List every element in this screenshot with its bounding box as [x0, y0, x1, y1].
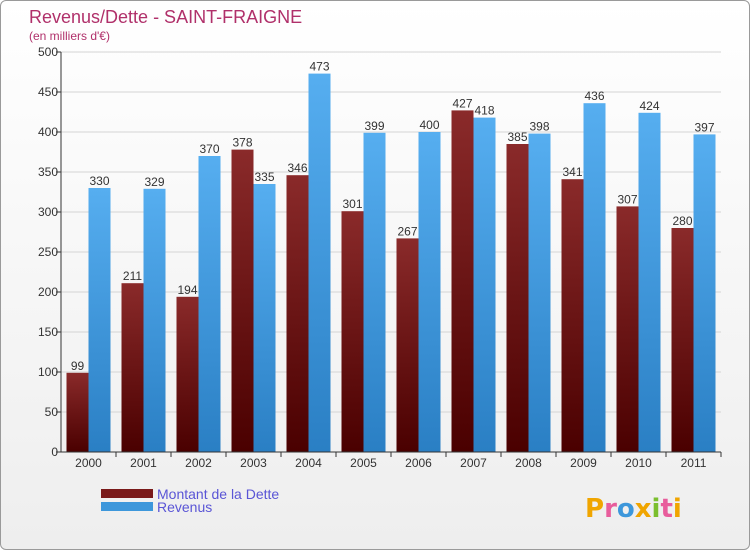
x-tick-label: 2005 — [350, 456, 377, 470]
x-tick-label: 2003 — [240, 456, 267, 470]
bar-revenus — [253, 184, 276, 452]
proxiti-logo: Proxiti — [585, 494, 682, 524]
bar-revenus — [638, 112, 661, 453]
y-tick-label: 300 — [38, 205, 58, 219]
bar-revenus — [363, 132, 386, 453]
x-tick-label: 2009 — [570, 456, 597, 470]
bar-revenus — [583, 103, 606, 452]
bars — [66, 73, 716, 453]
logo-letter: P — [585, 494, 604, 524]
y-tick-label: 400 — [38, 125, 58, 139]
data-label: 370 — [199, 142, 219, 156]
data-label: 418 — [474, 104, 494, 118]
data-label: 346 — [287, 161, 307, 175]
data-label: 397 — [694, 120, 714, 134]
x-tick-label: 2007 — [460, 456, 487, 470]
bar-dette — [231, 149, 254, 452]
data-label: 280 — [672, 214, 692, 228]
legend-swatch — [101, 489, 153, 498]
y-tick-label: 150 — [38, 325, 58, 339]
data-label: 398 — [529, 120, 549, 134]
bar-dette — [176, 296, 199, 452]
y-axis: 0 50 100 150 200 250 300 350 400 450 500 — [38, 45, 62, 459]
x-tick-label: 2000 — [75, 456, 102, 470]
data-label: 267 — [397, 224, 417, 238]
data-label: 427 — [452, 96, 472, 110]
logo-letter: x — [635, 494, 652, 524]
bar-dette — [451, 110, 474, 453]
bar-revenus — [198, 156, 221, 452]
y-tick-label: 500 — [38, 45, 58, 59]
bar-revenus — [473, 117, 496, 452]
y-tick-label: 0 — [51, 445, 58, 459]
data-label: 335 — [254, 170, 274, 184]
bar-revenus — [143, 188, 166, 453]
y-tick-label: 50 — [45, 405, 59, 419]
y-tick-label: 250 — [38, 245, 58, 259]
x-tick-label: 2006 — [405, 456, 432, 470]
data-label: 330 — [89, 174, 109, 188]
bar-revenus — [88, 188, 111, 452]
y-tick-label: 200 — [38, 285, 58, 299]
data-label: 99 — [71, 359, 85, 373]
y-tick-label: 350 — [38, 165, 58, 179]
data-label: 378 — [232, 136, 252, 150]
y-tick-label: 450 — [38, 85, 58, 99]
legend-label: Revenus — [157, 499, 212, 515]
logo-letter: i — [652, 494, 661, 524]
data-label: 329 — [144, 175, 164, 189]
bar-dette — [506, 144, 529, 452]
data-label: 385 — [507, 130, 527, 144]
legend-swatch — [101, 502, 153, 511]
data-label: 341 — [562, 165, 582, 179]
data-label: 473 — [309, 60, 329, 74]
bar-dette — [66, 372, 89, 452]
chart-title: Revenus/Dette - SAINT-FRAIGNE — [29, 7, 302, 27]
logo-letter: r — [604, 494, 617, 524]
bar-revenus — [418, 132, 441, 452]
logo-letter: i — [673, 494, 682, 524]
x-tick-label: 2004 — [295, 456, 322, 470]
y-tick-label: 100 — [38, 365, 58, 379]
x-tick-label: 2008 — [515, 456, 542, 470]
bar-dette — [616, 206, 639, 452]
data-label: 399 — [364, 119, 384, 133]
data-label: 436 — [584, 89, 604, 103]
gridlines — [61, 51, 721, 453]
data-label: 400 — [419, 118, 439, 132]
bar-revenus — [693, 134, 716, 452]
legend-label: Montant de la Dette — [157, 486, 279, 502]
data-labels: 99 330 211 329 194 370 378 335 346 473 301 399 267 40… — [71, 60, 715, 373]
bar-dette — [396, 238, 419, 452]
logo-letter: o — [617, 494, 635, 524]
x-axis: 2000 2001 2002 2003 2004 2005 2006 2007 2008 2009… — [61, 451, 722, 470]
data-label: 307 — [617, 192, 637, 206]
bar-revenus — [308, 73, 331, 452]
bar-dette — [286, 175, 309, 452]
bar-dette — [561, 179, 584, 452]
x-tick-label: 2011 — [681, 456, 707, 470]
data-label: 194 — [177, 283, 197, 297]
x-tick-label: 2010 — [625, 456, 652, 470]
bar-dette — [121, 283, 144, 452]
x-tick-label: 2001 — [130, 456, 157, 470]
logo-letter: t — [660, 494, 672, 524]
data-label: 301 — [342, 197, 362, 211]
data-label: 211 — [123, 269, 142, 283]
bar-revenus — [528, 133, 551, 452]
bar-dette — [341, 211, 364, 452]
x-tick-label: 2002 — [185, 456, 212, 470]
chart-subtitle: (en milliers d'€) — [29, 29, 110, 43]
bar-dette — [671, 228, 694, 452]
data-label: 424 — [639, 99, 659, 113]
